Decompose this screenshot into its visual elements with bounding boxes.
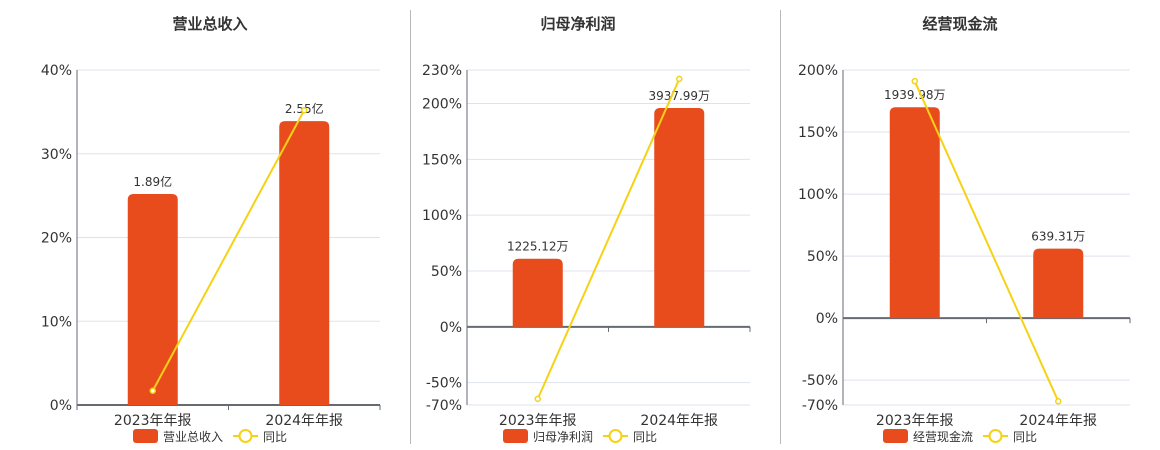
chart-operating-cashflow: 经营现金流 200% 150% 100% 50% 0% -50% -70% 2023年年报 193… xyxy=(798,15,1131,444)
yoy-point[interactable] xyxy=(1055,398,1062,405)
legend-yoy-label[interactable]: 同比 xyxy=(1013,430,1037,444)
legend-bar-swatch xyxy=(883,429,908,443)
y-tick-label: 150% xyxy=(798,125,838,141)
legend-bar-label[interactable]: 经营现金流 xyxy=(913,429,973,444)
panel-divider-2 xyxy=(780,10,781,444)
y-tick-label: 30% xyxy=(41,147,72,163)
legend-line-marker-icon xyxy=(608,429,623,443)
bar[interactable] xyxy=(127,193,178,405)
chart-title: 归母净利润 xyxy=(540,15,615,33)
y-tick-label: -70% xyxy=(802,398,838,414)
bar[interactable] xyxy=(1033,248,1084,319)
y-tick-label: 0% xyxy=(440,320,462,336)
y-tick-label: 230% xyxy=(422,63,462,79)
yoy-point[interactable] xyxy=(301,106,308,114)
y-tick-label: 50% xyxy=(431,264,462,280)
y-tick-label: 0% xyxy=(50,398,72,414)
bar-value-label: 1939.98万 xyxy=(884,88,946,102)
bar[interactable] xyxy=(279,121,330,406)
x-category-label: 2024年年报 xyxy=(265,413,343,429)
yoy-point[interactable] xyxy=(534,395,541,403)
y-tick-label: 50% xyxy=(807,249,838,265)
x-category-label: 2024年年报 xyxy=(640,413,718,429)
y-tick-label: 100% xyxy=(798,187,838,203)
legend-line-marker-icon xyxy=(238,429,253,443)
x-category-label: 2023年年报 xyxy=(114,413,192,429)
x-category-label: 2023年年报 xyxy=(499,413,577,429)
legend-bar-swatch xyxy=(133,429,158,443)
yoy-point[interactable] xyxy=(676,75,683,83)
legend-bar-label[interactable]: 归母净利润 xyxy=(533,430,593,444)
chart-title: 营业总收入 xyxy=(172,15,247,33)
panel-divider-1 xyxy=(410,10,411,444)
y-tick-label: 40% xyxy=(41,63,72,79)
chart-revenue: 营业总收入40%30%20%10%0%2023年年报1.89亿2024年年报2.… xyxy=(41,15,381,444)
bar[interactable] xyxy=(889,107,940,319)
chart-net-profit: 归母净利润 230% 200% 150% 100% 50% 0% -50% -70% 2023年年… xyxy=(422,15,751,444)
yoy-line xyxy=(151,109,306,392)
y-tick-label: 150% xyxy=(422,152,462,168)
y-tick-label: 200% xyxy=(798,63,838,79)
x-category-label: 2023年年报 xyxy=(876,413,954,429)
y-tick-label: -50% xyxy=(802,373,838,389)
y-tick-label: 0% xyxy=(816,311,838,327)
yoy-line xyxy=(913,80,1060,402)
bar-value-label: 1225.12万 xyxy=(507,240,569,254)
y-tick-label: 20% xyxy=(41,231,72,247)
bar[interactable] xyxy=(512,258,563,327)
yoy-point[interactable] xyxy=(149,387,156,395)
legend-yoy-label[interactable]: 同比 xyxy=(263,430,287,444)
legend-bar-swatch xyxy=(503,429,528,443)
y-tick-label: -50% xyxy=(426,376,462,392)
yoy-point[interactable] xyxy=(911,77,918,85)
x-category-label: 2024年年报 xyxy=(1019,413,1097,429)
legend-bar-label[interactable]: 营业总收入 xyxy=(163,430,223,444)
y-tick-label: 200% xyxy=(422,97,462,113)
legend-yoy-label[interactable]: 同比 xyxy=(633,430,657,444)
y-tick-label: -70% xyxy=(426,398,462,414)
yoy-line xyxy=(536,78,681,400)
bar-value-label: 1.89亿 xyxy=(133,174,172,189)
legend-line-marker-icon xyxy=(988,429,1003,443)
bar-value-label: 3937.99万 xyxy=(648,89,710,103)
y-tick-label: 100% xyxy=(422,208,462,224)
y-tick-label: 10% xyxy=(41,314,72,330)
bar[interactable] xyxy=(654,107,705,327)
chart-title: 经营现金流 xyxy=(922,15,997,33)
bar-value-label: 639.31万 xyxy=(1031,230,1085,244)
